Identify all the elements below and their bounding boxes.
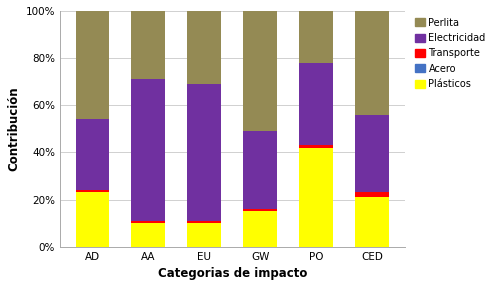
Bar (355, 11, 389, 115)
Bar (299, 63, 333, 145)
Bar (76, 192, 109, 247)
Bar (244, 211, 277, 247)
X-axis label: Categorias de impacto: Categorias de impacto (157, 267, 307, 280)
Bar (299, 148, 333, 247)
Bar (132, 79, 165, 221)
Bar (188, 84, 221, 221)
Bar (244, 11, 277, 131)
Bar (76, 190, 109, 192)
Bar (132, 223, 165, 247)
Bar (76, 119, 109, 190)
Bar (299, 11, 333, 63)
Bar (188, 223, 221, 247)
Y-axis label: Contribución: Contribución (7, 86, 20, 171)
Bar (132, 221, 165, 223)
Bar (355, 192, 389, 197)
Bar (355, 115, 389, 192)
Bar (355, 197, 389, 247)
Legend: Perlita, Electricidad, Transporte, Acero, Plásticos: Perlita, Electricidad, Transporte, Acero… (413, 16, 488, 91)
Bar (244, 131, 277, 209)
Bar (299, 145, 333, 148)
Bar (76, 11, 109, 119)
Bar (132, 11, 165, 79)
Bar (188, 11, 221, 84)
Bar (188, 221, 221, 223)
Bar (244, 209, 277, 211)
